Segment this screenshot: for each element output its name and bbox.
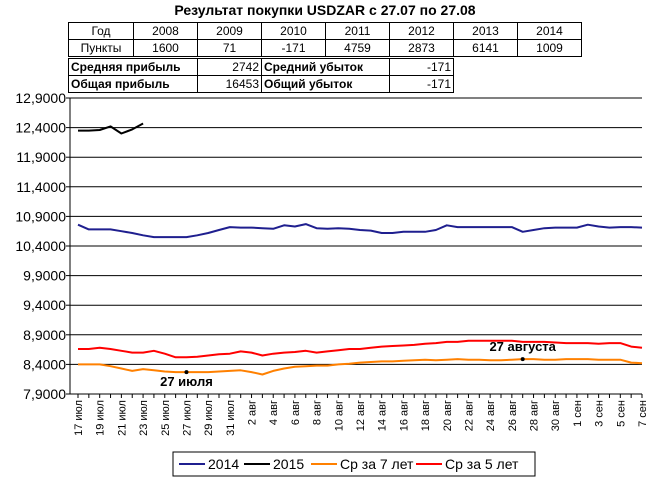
x-tick-label: 26 авг	[507, 400, 519, 431]
y-axis-ticks: 12,9000 12,4000 11,9000 11,4000 10,9000 10,40…	[15, 90, 70, 402]
x-tick-label: 30 авг	[550, 400, 562, 431]
y-tick-label: 9,9000	[23, 268, 66, 284]
x-tick-label: 23 июл	[138, 400, 150, 436]
years-table: Год 2008 2009 2010 2011 2012 2013 2014 П…	[68, 22, 582, 57]
x-tick-label: 21 июл	[116, 400, 128, 436]
series-line-Ср-за-5-лет	[78, 339, 643, 359]
points-cell: 6141	[453, 39, 518, 57]
x-tick-label: 6 авг	[290, 400, 302, 425]
y-tick-label: 7,9000	[23, 386, 66, 402]
points-cell: 4759	[325, 39, 390, 57]
series-line-Ср-за-7-лет	[78, 358, 643, 376]
year-cell: 2010	[261, 22, 326, 40]
legend-label: 2014	[208, 456, 239, 472]
year-cell: 2009	[197, 22, 262, 40]
points-cell: 1009	[517, 39, 582, 57]
series-lines	[77, 122, 643, 376]
total-profit-value: 16453	[197, 75, 262, 93]
points-row: Пункты 1600 71 -171 4759 2873 6141 1009	[68, 39, 582, 57]
x-tick-label: 24 авг	[485, 400, 497, 431]
year-cell: 2011	[325, 22, 390, 40]
y-tick-label: 11,4000	[16, 179, 66, 195]
x-tick-label: 2 авг	[247, 400, 259, 425]
annotation-label: 27 июля	[160, 374, 213, 389]
x-axis-ticks: 17 июл 19 июл 21 июл 23 июл 25 июл 27 июл 29 и…	[73, 394, 649, 436]
x-tick-label: 22 авг	[463, 400, 475, 431]
x-tick-label: 17 июл	[73, 400, 85, 436]
total-profit-label: Общая прибыль	[68, 75, 198, 93]
total-loss-label: Общий убыток	[261, 75, 390, 93]
total-loss-value: -171	[389, 75, 454, 93]
points-cell: 71	[197, 39, 262, 57]
annotations: 27 июля 27 августа	[160, 339, 557, 389]
years-row-label: Год	[68, 22, 134, 40]
series-line-2014	[77, 223, 643, 239]
year-cell: 2013	[453, 22, 518, 40]
legend-box	[172, 451, 536, 477]
summary-table: Средняя прибыль 2742 Средний убыток -171…	[68, 58, 454, 93]
legend: 2014 2015 Ср за 7 лет Ср за 5 лет	[179, 456, 519, 472]
years-row: Год 2008 2009 2010 2011 2012 2013 2014	[68, 22, 582, 40]
x-tick-label: 1 сен	[572, 400, 584, 427]
y-tick-label: 12,9000	[15, 90, 66, 106]
summary-row-total: Общая прибыль 16453 Общий убыток -171	[68, 75, 454, 93]
x-tick-label: 5 сен	[615, 400, 627, 427]
avg-profit-label: Средняя прибыль	[68, 58, 198, 76]
annotation-marker	[520, 357, 525, 362]
y-tick-label: 9,4000	[23, 297, 66, 313]
x-tick-label: 18 авг	[420, 400, 432, 431]
y-tick-label: 8,4000	[23, 356, 66, 372]
x-tick-label: 10 авг	[333, 400, 345, 431]
x-tick-label: 31 июл	[225, 400, 237, 436]
x-tick-label: 27 июл	[181, 400, 193, 436]
avg-loss-label: Средний убыток	[261, 58, 390, 76]
x-tick-label: 20 авг	[442, 400, 454, 431]
y-tick-label: 10,4000	[15, 238, 66, 254]
x-tick-label: 29 июл	[203, 400, 215, 436]
x-tick-label: 14 авг	[377, 400, 389, 431]
y-tick-label: 11,9000	[16, 149, 66, 165]
x-tick-label: 3 сен	[594, 400, 606, 427]
legend-label: 2015	[273, 456, 304, 472]
points-cell: -171	[261, 39, 326, 57]
summary-row-avg: Средняя прибыль 2742 Средний убыток -171	[68, 58, 454, 76]
x-tick-label: 16 авг	[398, 400, 410, 431]
x-tick-label: 8 авг	[312, 400, 324, 425]
x-tick-label: 4 авг	[268, 400, 280, 425]
x-tick-label: 28 авг	[529, 400, 541, 431]
legend-label: Ср за 5 лет	[445, 456, 519, 472]
x-tick-label: 7 сен	[637, 400, 649, 427]
avg-loss-value: -171	[389, 58, 454, 76]
x-tick-label: 12 авг	[355, 400, 367, 431]
annotation-label: 27 августа	[489, 339, 556, 354]
grid-lines	[70, 97, 642, 365]
points-row-label: Пункты	[68, 39, 134, 57]
annotation-marker	[184, 370, 189, 375]
points-cell: 2873	[389, 39, 454, 57]
year-cell: 2014	[517, 22, 582, 40]
x-tick-label: 25 июл	[160, 400, 172, 436]
chart-title: Результат покупки USDZAR с 27.07 по 27.0…	[174, 2, 476, 18]
y-tick-label: 8,9000	[23, 327, 66, 343]
y-tick-label: 12,4000	[15, 120, 66, 136]
series-line-2015	[78, 122, 144, 135]
avg-profit-value: 2742	[197, 58, 262, 76]
points-cell: 1600	[133, 39, 198, 57]
y-tick-label: 10,9000	[15, 208, 66, 224]
year-cell: 2012	[389, 22, 454, 40]
x-tick-label: 19 июл	[95, 400, 107, 436]
legend-label: Ср за 7 лет	[340, 456, 414, 472]
year-cell: 2008	[133, 22, 198, 40]
